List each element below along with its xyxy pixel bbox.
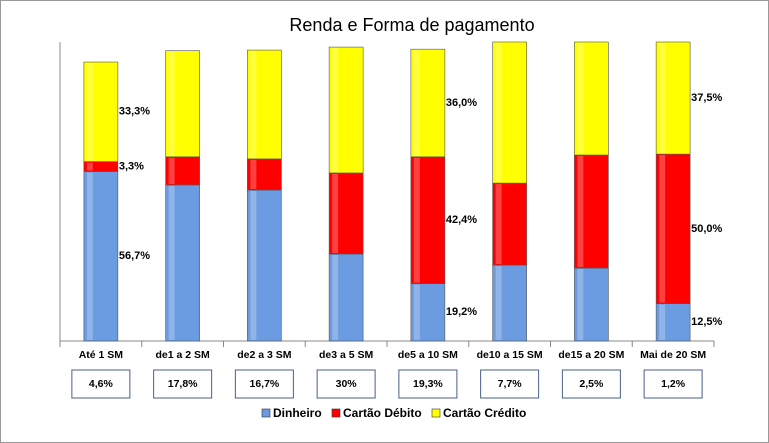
x-tick-label: de3 a 5 SM [319,349,374,361]
bar-highlight [495,43,502,183]
bar-segment [492,41,527,184]
bar-segment [83,171,119,342]
bar-highlight [86,172,93,340]
bar-segment [492,182,527,266]
bar-segment [247,189,282,342]
note-box [316,369,376,399]
data-label: 19,2% [446,306,477,318]
legend-label: Cartão Débito [343,406,422,420]
x-tick-label: de2 a 3 SM [237,349,292,361]
bar-segment [410,48,446,158]
bar-segment [410,156,446,284]
x-tick-label: de10 a 15 SM [477,349,543,361]
bar-highlight [250,191,257,340]
note-box [643,369,703,399]
bar-segment [165,50,200,158]
legend-label: Cartão Crédito [443,406,526,420]
category-note: 17,8% [168,378,198,390]
x-tick-label: de5 a 10 SM [398,349,458,361]
bar-highlight [495,266,502,340]
bar-highlight [495,184,502,265]
category-note: 30% [336,378,358,390]
note-box [398,369,458,399]
bar-highlight [332,254,339,340]
bar-highlight [413,157,420,283]
data-label: 3,3% [119,160,144,172]
x-tick-label: de15 a 20 SM [558,349,624,361]
bar-highlight [86,63,93,161]
legend-swatch [261,408,271,418]
legend-label: Dinheiro [273,406,322,420]
data-label: 33,3% [119,106,150,118]
bar-segment [328,253,364,342]
bar-highlight [659,304,666,340]
data-label: 56,7% [119,250,150,262]
bar-highlight [659,43,666,154]
legend-swatch [331,408,341,418]
note-box [561,369,621,399]
bar-highlight [168,185,175,340]
data-label: 42,4% [446,214,477,226]
note-box [480,369,540,399]
bar-highlight [250,51,257,158]
bar-segment [574,154,609,269]
category-note: 19,3% [413,378,443,390]
note-box [234,369,294,399]
category-note: 7,7% [498,378,523,390]
bar-segment [247,49,282,160]
bar-segment [574,267,609,342]
bar-segment [655,41,691,155]
category-note: 1,2% [661,378,686,390]
bar-segment [328,46,364,174]
bar-segment [410,283,446,342]
chart-title: Renda e Forma de pagamento [289,15,534,35]
data-label: 36,0% [446,97,477,109]
note-box [153,369,213,399]
legend-swatch [431,408,441,418]
x-tick-label: Até 1 SM [79,349,124,361]
bar-highlight [86,162,93,171]
data-label: 12,5% [691,316,722,328]
bar-highlight [413,284,420,340]
bar-highlight [577,43,584,155]
bar-segment [574,41,609,156]
x-tick-label: de1 a 2 SM [155,349,210,361]
bar-highlight [577,269,584,340]
bar-segment [247,158,282,191]
bar-segment [83,61,119,162]
bar-highlight [168,51,175,156]
category-note: 16,7% [249,378,279,390]
bar-segment [165,184,200,342]
bar-highlight [168,157,175,184]
bar-highlight [332,48,339,172]
bar-highlight [250,159,257,190]
bar-highlight [413,50,420,156]
category-note: 4,6% [89,378,114,390]
note-box [71,369,131,399]
bar-segment [165,156,200,186]
category-note: 2,5% [579,378,604,390]
bar-highlight [332,173,339,253]
bar-segment [328,172,364,255]
data-label: 37,5% [691,92,722,104]
bar-highlight [659,155,666,303]
x-tick-label: Mai de 20 SM [640,349,706,361]
bar-highlight [577,156,584,268]
data-label: 50,0% [691,223,722,235]
